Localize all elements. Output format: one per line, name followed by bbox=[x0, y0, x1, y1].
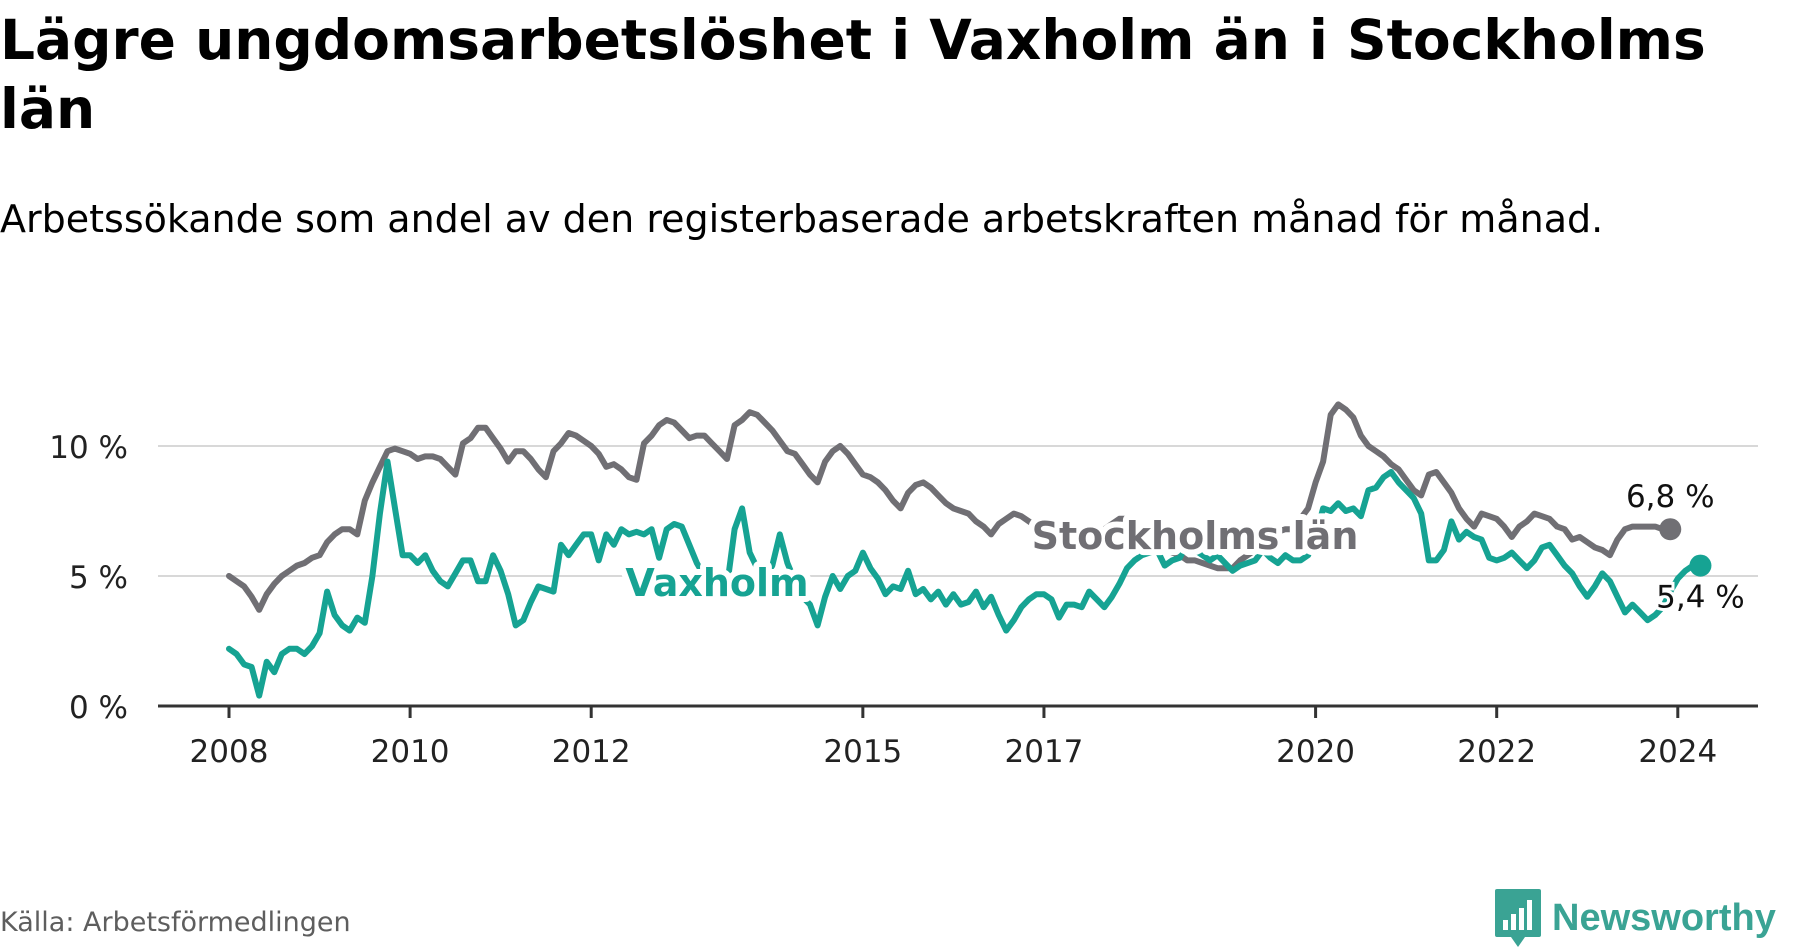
x-tick-label: 2020 bbox=[1276, 734, 1355, 770]
x-tick-label: 2008 bbox=[190, 734, 269, 770]
series-name-label: Vaxholm bbox=[625, 561, 808, 605]
y-tick-label: 5 % bbox=[69, 560, 128, 596]
chart-title: Lägre ungdomsarbetslöshet i Vaxholm än i… bbox=[0, 8, 1706, 141]
series-end-label: 5,4 % bbox=[1656, 580, 1745, 616]
label-layer: 6,8 % 5,4 % Stockholms län Vaxholm bbox=[619, 476, 1747, 618]
source-note: Källa: Arbetsförmedlingen bbox=[0, 907, 351, 938]
series-line-vaxholm bbox=[226, 458, 1704, 699]
series-end-point bbox=[1659, 518, 1682, 541]
newsworthy-brand[interactable]: Newsworthy bbox=[1494, 885, 1776, 951]
y-tick-label: 10 % bbox=[49, 430, 128, 466]
grid-layer: 0 % 5 % 10 % bbox=[49, 430, 1758, 726]
newsworthy-logo-icon bbox=[1495, 889, 1541, 947]
chart-subtitle: Arbetssökande som andel av den registerb… bbox=[0, 197, 1604, 241]
x-tick-label: 2015 bbox=[823, 734, 902, 770]
y-tick-label: 0 % bbox=[69, 690, 128, 726]
line-chart: 0 %5 %10 % 2008 2010 2012 2015 2017 2020 2022 2… bbox=[49, 401, 1758, 770]
series-name-label: Stockholms län bbox=[1032, 514, 1359, 558]
x-tick-label: 2022 bbox=[1457, 734, 1536, 770]
series-line-stockholm bbox=[226, 401, 1674, 613]
series-end-point bbox=[1689, 554, 1712, 577]
newsworthy-wordmark: Newsworthy bbox=[1552, 896, 1776, 939]
x-tick-label: 2024 bbox=[1638, 734, 1717, 770]
x-tick-label: 2012 bbox=[552, 734, 631, 770]
x-tick-label: 2017 bbox=[1004, 734, 1083, 770]
series-layer bbox=[226, 401, 1704, 699]
x-axis: 2008 2010 2012 2015 2017 2020 2022 2024 bbox=[158, 704, 1758, 770]
x-tick-label: 2010 bbox=[371, 734, 450, 770]
series-end-label: 6,8 % bbox=[1626, 479, 1715, 515]
